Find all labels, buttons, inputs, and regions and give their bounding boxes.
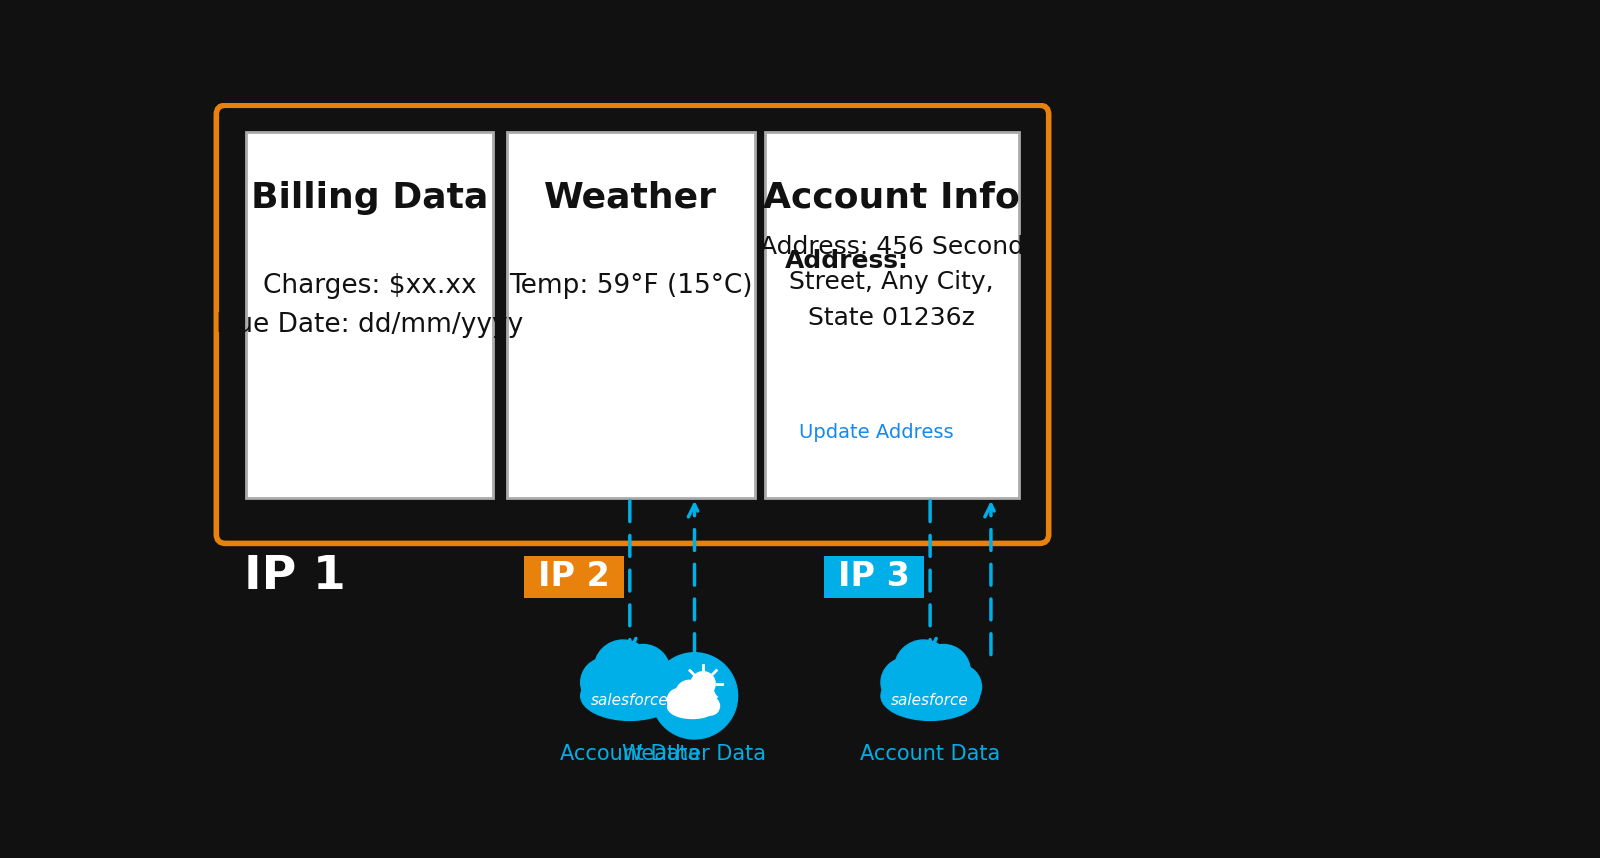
Text: IP 1: IP 1: [245, 554, 346, 599]
Circle shape: [894, 640, 952, 698]
Text: Address:: Address:: [786, 249, 909, 273]
Ellipse shape: [882, 671, 979, 721]
Text: Address: 456 Second
Street, Any City,
State 01236z: Address: 456 Second Street, Any City, St…: [760, 235, 1024, 329]
Text: Account Info: Account Info: [763, 181, 1019, 214]
Text: Charges: $xx.xx: Charges: $xx.xx: [262, 273, 477, 299]
Text: Weather: Weather: [544, 181, 717, 214]
Circle shape: [581, 658, 630, 707]
FancyBboxPatch shape: [824, 556, 923, 598]
Text: IP 3: IP 3: [838, 560, 910, 594]
Circle shape: [693, 686, 715, 708]
Circle shape: [701, 697, 720, 715]
Circle shape: [938, 665, 981, 710]
Circle shape: [616, 644, 670, 698]
Circle shape: [675, 680, 702, 708]
FancyBboxPatch shape: [523, 556, 624, 598]
FancyBboxPatch shape: [765, 132, 1019, 498]
FancyBboxPatch shape: [246, 132, 493, 498]
Circle shape: [917, 644, 970, 698]
Circle shape: [667, 689, 690, 711]
Circle shape: [882, 658, 930, 707]
Text: Weather Data: Weather Data: [622, 744, 766, 764]
Text: Temp: 59°F (15°C): Temp: 59°F (15°C): [509, 273, 752, 299]
Circle shape: [651, 653, 738, 739]
Text: IP 2: IP 2: [538, 560, 610, 594]
Text: Update Address: Update Address: [800, 423, 954, 442]
Text: salesforce: salesforce: [891, 692, 970, 708]
Ellipse shape: [581, 671, 678, 721]
Text: salesforce: salesforce: [590, 692, 669, 708]
FancyBboxPatch shape: [507, 132, 755, 498]
Text: Account Data: Account Data: [560, 744, 699, 764]
Ellipse shape: [667, 695, 717, 718]
Circle shape: [637, 665, 682, 710]
FancyBboxPatch shape: [216, 106, 1048, 543]
Circle shape: [594, 640, 653, 698]
Text: Due Date: dd/mm/yyyy: Due Date: dd/mm/yyyy: [216, 311, 523, 338]
Text: Billing Data: Billing Data: [251, 181, 488, 214]
Text: Account Data: Account Data: [859, 744, 1000, 764]
Circle shape: [691, 672, 715, 696]
